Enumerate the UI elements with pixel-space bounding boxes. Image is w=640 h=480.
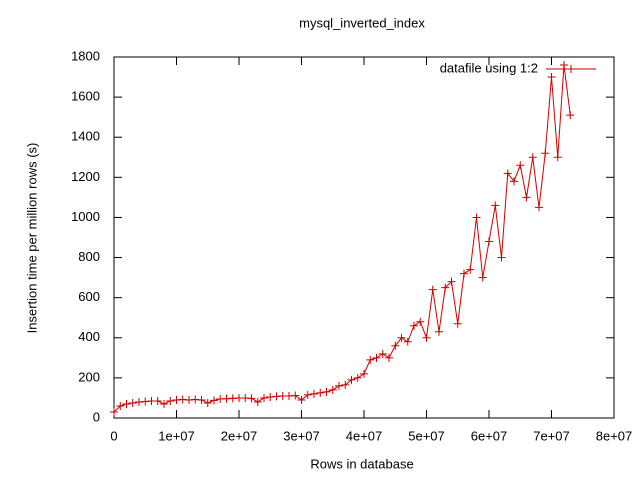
legend-marker [567, 65, 575, 73]
data-point [516, 161, 525, 170]
data-point [435, 327, 443, 336]
data-point [441, 283, 450, 292]
data-point [535, 203, 543, 212]
y-axis-label: Insertion time per million rows (s) [24, 143, 39, 334]
data-point [485, 237, 493, 246]
data-point [447, 277, 456, 286]
data-point [366, 355, 375, 364]
data-point [385, 353, 393, 362]
x-tick-label: 1e+07 [158, 428, 195, 443]
x-tick-label: 3e+07 [283, 428, 320, 443]
data-point [210, 396, 218, 405]
data-point [541, 149, 550, 158]
y-tick-label: 400 [78, 329, 100, 344]
data-point [410, 321, 418, 330]
data-point [503, 169, 512, 178]
y-tick-label: 200 [78, 369, 100, 384]
data-point [416, 317, 425, 326]
data-point [353, 373, 362, 382]
x-tick-label: 5e+07 [408, 428, 445, 443]
data-point [247, 394, 256, 403]
x-tick-label: 8e+07 [596, 428, 633, 443]
data-point [160, 399, 168, 408]
data-point [397, 333, 406, 342]
data-point [428, 285, 437, 294]
data-point [528, 153, 537, 162]
data-point [197, 395, 206, 404]
data-point [322, 387, 331, 396]
data-point [297, 395, 306, 404]
data-point [510, 177, 518, 186]
data-point [497, 253, 506, 262]
y-tick-label: 0 [93, 409, 100, 424]
y-tick-label: 800 [78, 249, 100, 264]
x-axis-label: Rows in database [310, 456, 413, 471]
data-point [378, 349, 387, 358]
y-tick-label: 600 [78, 289, 100, 304]
data-point [335, 381, 343, 390]
data-point [153, 396, 162, 405]
data-point [422, 333, 431, 342]
data-point [310, 389, 318, 398]
data-point [316, 388, 325, 397]
data-point [360, 369, 368, 378]
data-point [122, 399, 131, 408]
data-point [110, 407, 118, 416]
data-point [303, 390, 312, 399]
data-point [560, 61, 568, 70]
data-point [491, 201, 500, 210]
data-point [547, 73, 556, 82]
data-point [328, 385, 337, 394]
x-tick-label: 0 [110, 428, 117, 443]
data-point [522, 193, 531, 202]
data-point [566, 111, 575, 120]
data-point [116, 401, 125, 410]
data-point [472, 213, 481, 222]
x-tick-label: 4e+07 [346, 428, 383, 443]
data-point [141, 397, 150, 406]
data-point [203, 398, 212, 407]
data-point [391, 341, 400, 350]
y-tick-label: 1000 [71, 209, 100, 224]
y-tick-label: 1800 [71, 48, 100, 63]
data-point [372, 353, 381, 362]
data-point [478, 273, 487, 282]
data-point [253, 397, 262, 406]
data-point [166, 396, 175, 405]
data-point [291, 391, 300, 400]
y-tick-label: 1600 [71, 89, 100, 104]
x-tick-label: 2e+07 [221, 428, 258, 443]
data-point [453, 319, 462, 328]
data-point [460, 269, 468, 278]
y-tick-label: 1200 [71, 169, 100, 184]
data-point [466, 265, 475, 274]
legend-label: datafile using 1:2 [440, 60, 538, 75]
data-point [553, 153, 562, 162]
data-point [128, 398, 137, 407]
chart-title: mysql_inverted_index [299, 15, 425, 30]
y-tick-label: 1400 [71, 129, 100, 144]
x-tick-label: 7e+07 [533, 428, 570, 443]
data-point [341, 380, 350, 389]
data-point [266, 392, 275, 401]
data-point [347, 375, 356, 384]
x-tick-label: 6e+07 [471, 428, 508, 443]
data-point [260, 393, 268, 402]
data-point [403, 337, 412, 346]
